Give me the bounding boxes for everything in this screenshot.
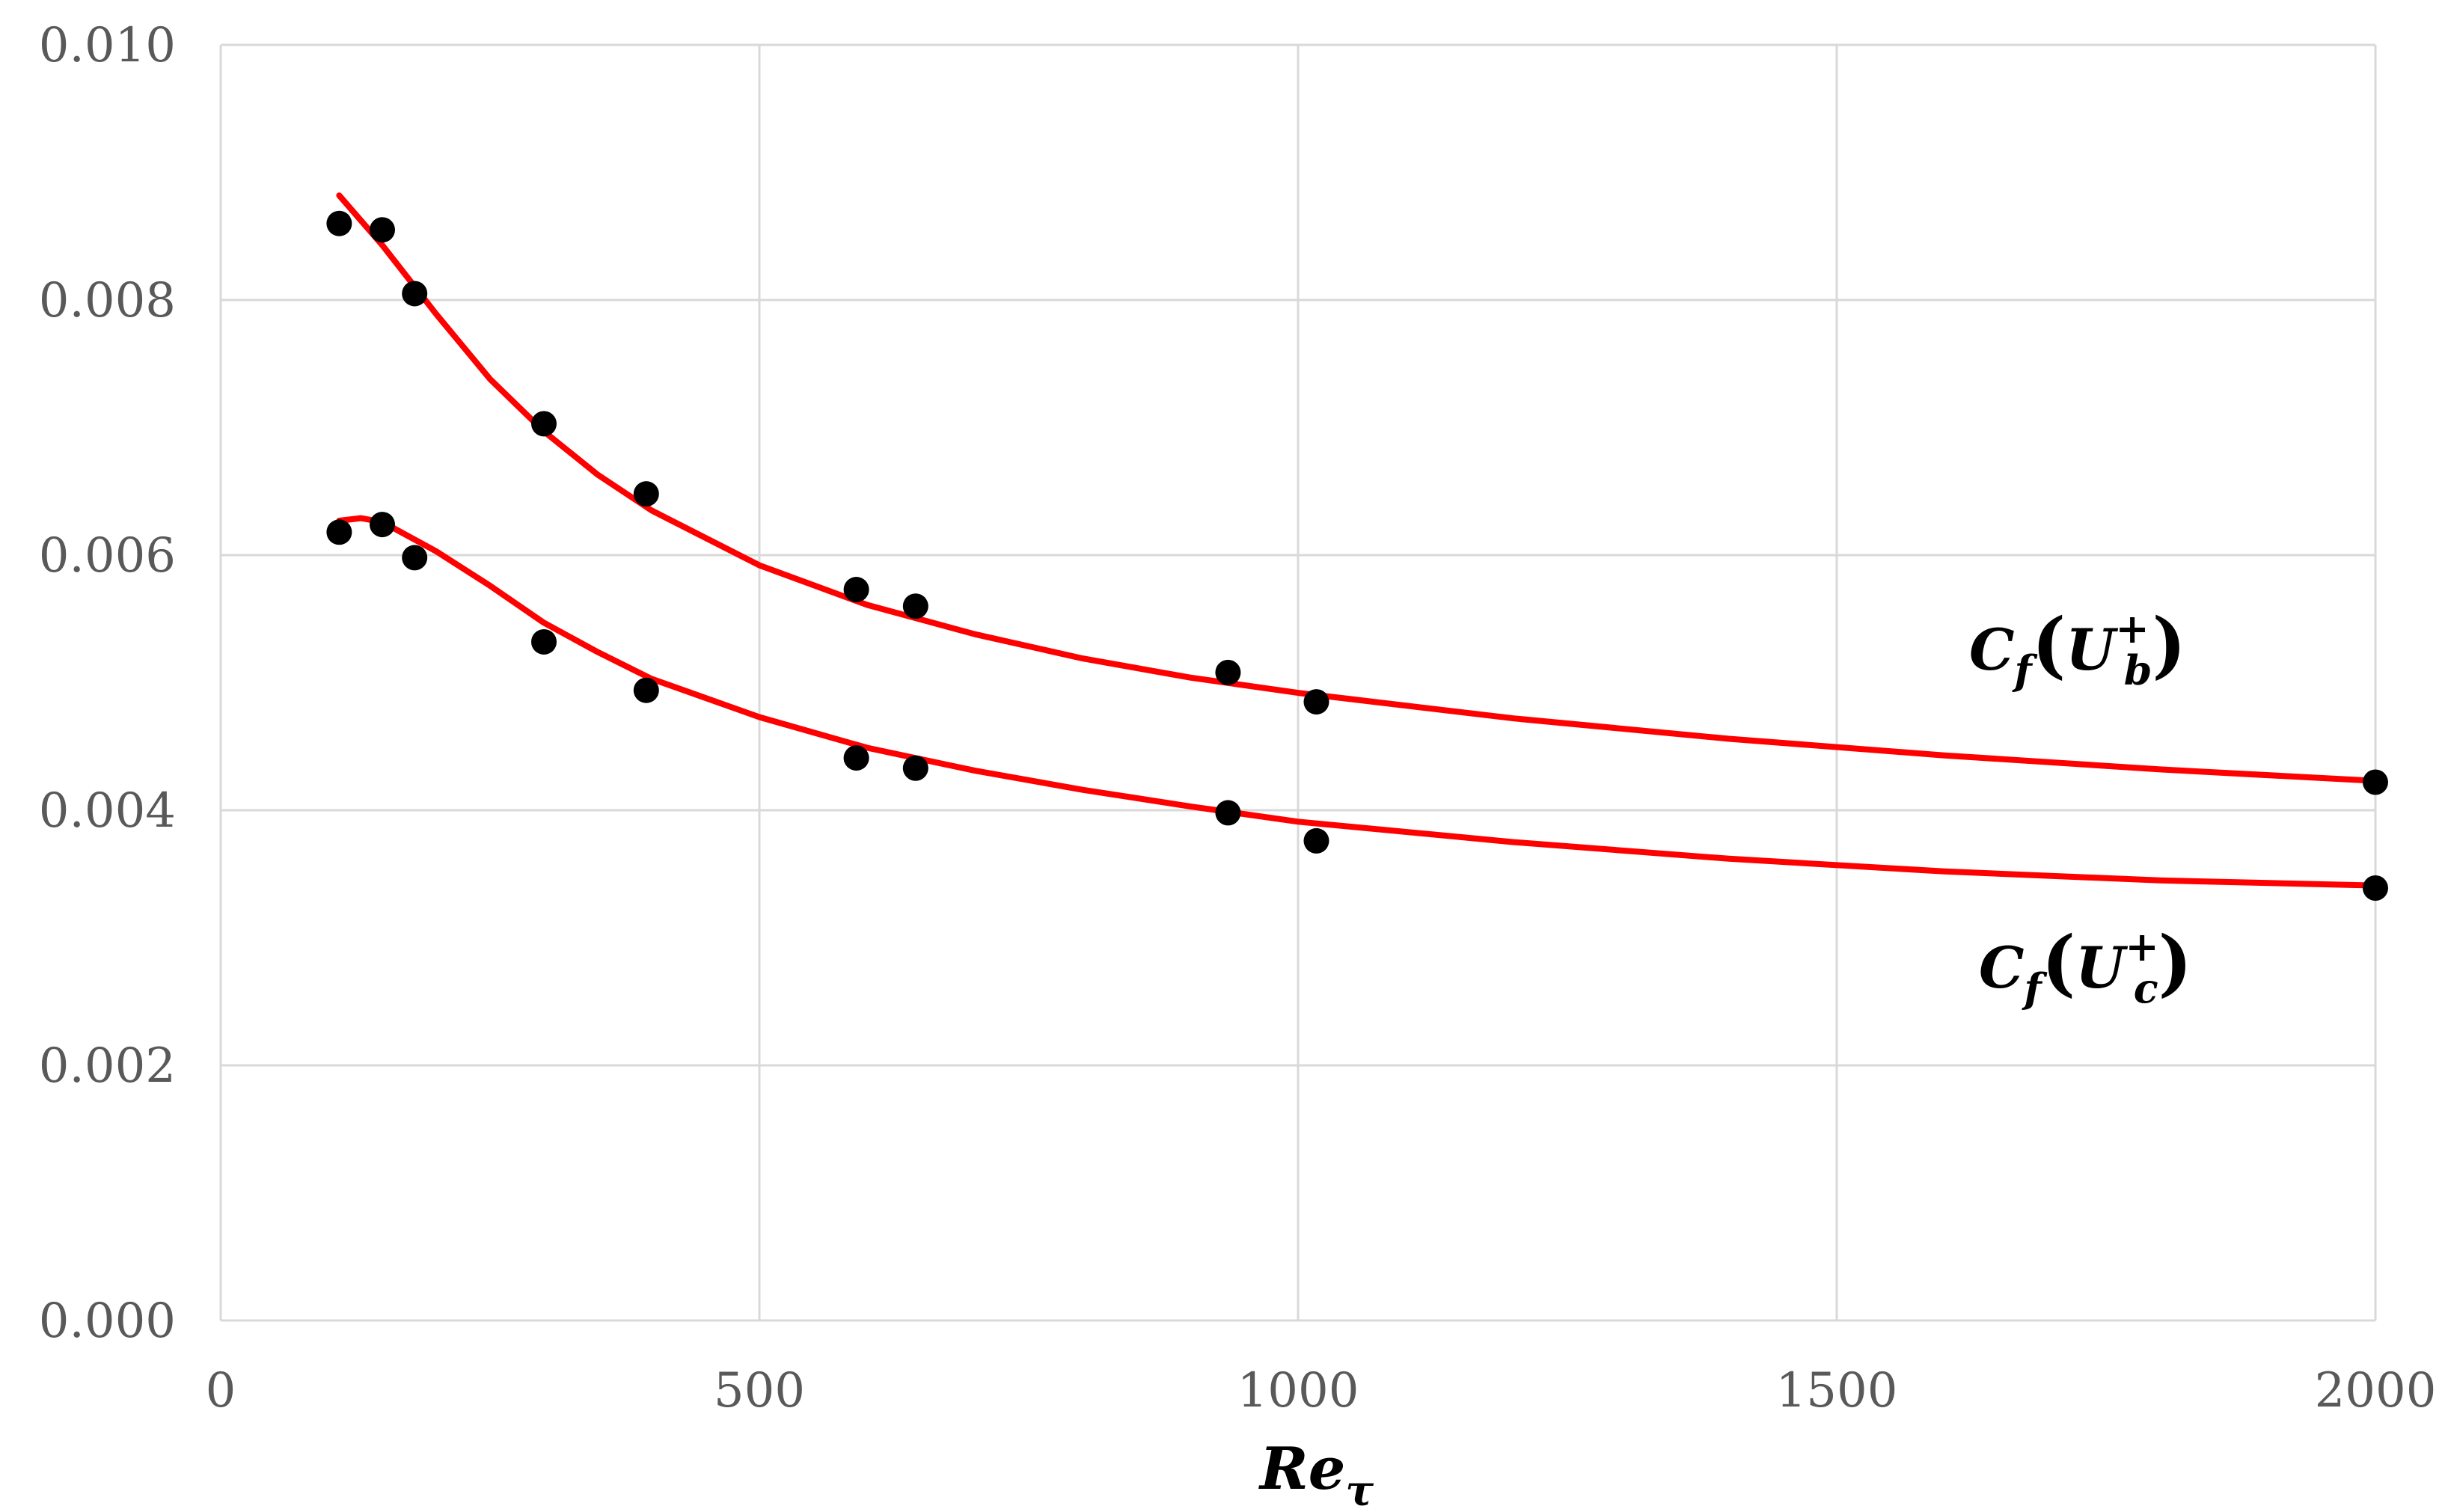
x-tick-label: 0 bbox=[206, 1363, 236, 1418]
fit-curves bbox=[336, 192, 2378, 889]
data-point-ub bbox=[902, 593, 928, 619]
data-point-ub bbox=[1215, 659, 1241, 685]
fit-curve-uc bbox=[336, 515, 2378, 889]
y-tick-label: 0.004 bbox=[39, 783, 176, 839]
y-tick-label: 0.000 bbox=[39, 1294, 176, 1349]
data-point-uc bbox=[2363, 875, 2388, 902]
data-point-ub bbox=[2363, 769, 2388, 795]
y-tick-label: 0.008 bbox=[39, 273, 176, 328]
data-point-ub bbox=[1303, 689, 1329, 715]
data-point-ub bbox=[402, 281, 428, 307]
data-point-uc bbox=[402, 545, 428, 571]
data-points bbox=[326, 210, 2388, 902]
x-tick-label: 1000 bbox=[1237, 1363, 1359, 1418]
x-axis-title: Reτ bbox=[1258, 1435, 1374, 1512]
data-point-ub bbox=[843, 577, 869, 603]
y-tick-label: 0.006 bbox=[39, 528, 176, 584]
data-point-uc bbox=[370, 512, 395, 538]
x-tick-label: 500 bbox=[714, 1363, 805, 1418]
data-point-uc bbox=[326, 519, 352, 545]
data-point-uc bbox=[1303, 827, 1329, 854]
x-tick-labels: 0 500 1000 1500 2000 bbox=[206, 1363, 2437, 1418]
data-point-ub bbox=[633, 481, 659, 507]
data-point-uc bbox=[843, 745, 869, 771]
gridlines bbox=[221, 43, 2377, 1320]
annotation-cf-ub: Cf(U+ b) bbox=[1969, 602, 2186, 694]
data-point-ub bbox=[370, 217, 395, 243]
data-point-uc bbox=[531, 628, 557, 655]
data-point-uc bbox=[902, 755, 928, 781]
axes bbox=[219, 45, 2375, 1322]
fit-curve-ub bbox=[336, 192, 2378, 784]
data-point-uc bbox=[1215, 800, 1241, 826]
data-point-ub bbox=[531, 411, 557, 437]
data-point-ub bbox=[326, 210, 352, 236]
y-tick-label: 0.010 bbox=[39, 18, 176, 73]
y-tick-label: 0.002 bbox=[39, 1038, 176, 1094]
data-point-uc bbox=[633, 677, 659, 703]
y-tick-labels: 0.000 0.002 0.004 0.006 0.008 0.010 bbox=[39, 18, 176, 1349]
x-tick-label: 1500 bbox=[1776, 1363, 1898, 1418]
annotation-cf-uc: Cf(U+ c) bbox=[1979, 920, 2192, 1012]
x-axis-title-subscript: τ bbox=[1345, 1466, 1374, 1512]
x-tick-label: 2000 bbox=[2315, 1363, 2437, 1418]
